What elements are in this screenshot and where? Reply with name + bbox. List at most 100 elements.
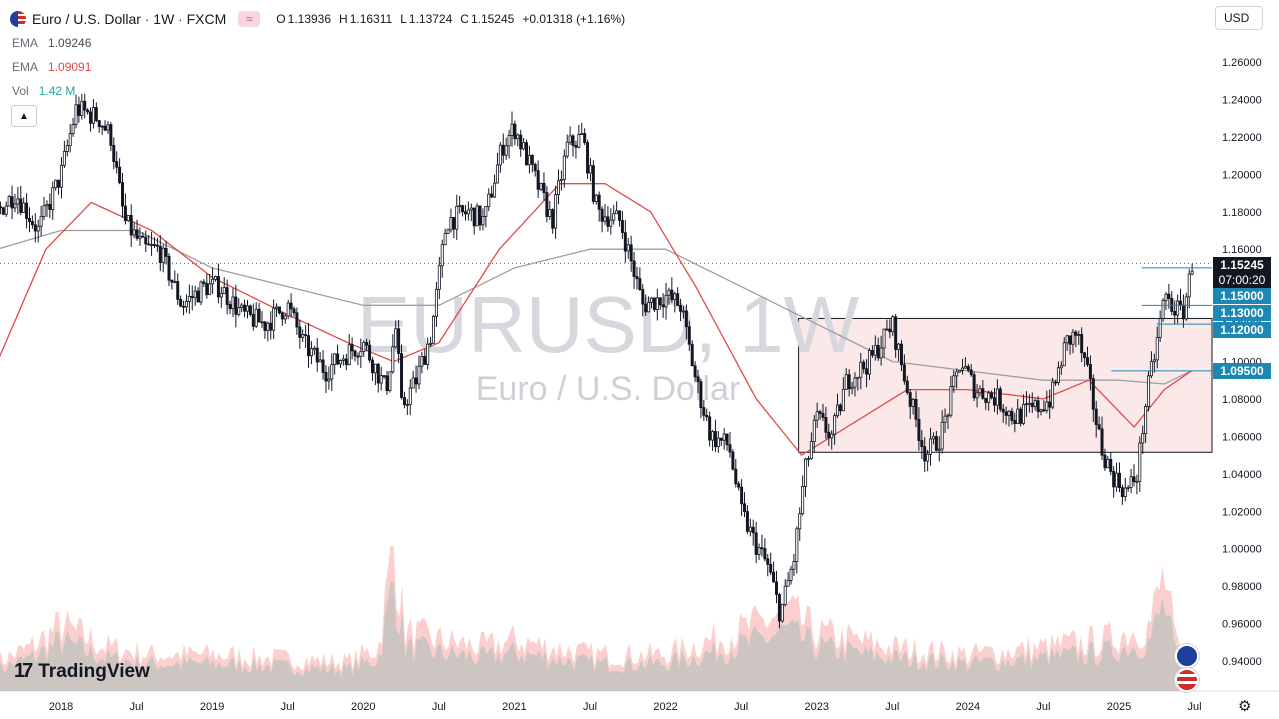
candle-body — [138, 235, 142, 239]
candle-body — [245, 305, 249, 312]
candle-body — [1187, 273, 1191, 298]
candle-body — [219, 293, 223, 298]
candle-body — [100, 125, 104, 128]
candle-body — [405, 404, 409, 406]
candle-body — [568, 135, 572, 143]
candle-body — [22, 202, 26, 213]
eu-flag-icon[interactable] — [1175, 644, 1199, 668]
candle-body — [972, 374, 976, 399]
settings-gear-icon[interactable]: ⚙ — [1238, 698, 1252, 715]
candle-body — [62, 151, 66, 166]
candle-body — [1022, 403, 1026, 424]
eurusd-flag-icon — [10, 11, 26, 27]
candle-body — [815, 411, 819, 421]
candle-body — [897, 343, 901, 350]
y-tick-label: 1.18000 — [1222, 207, 1262, 219]
candle-body — [1149, 361, 1153, 377]
candle-body — [402, 397, 406, 406]
candle-body — [1103, 454, 1107, 469]
candle-body — [760, 547, 764, 550]
candle-body — [650, 297, 654, 303]
candle-body — [455, 205, 459, 230]
candle-body — [103, 125, 107, 131]
candle-body — [777, 594, 781, 622]
exchange-label: FXCM — [186, 11, 227, 27]
candle-body — [574, 145, 578, 148]
candle-body — [830, 433, 834, 439]
candle-body — [109, 124, 113, 146]
candle-body — [548, 209, 552, 217]
candle-body — [745, 511, 749, 532]
candle-body — [417, 365, 421, 385]
candle-body — [1045, 401, 1049, 411]
candle-body — [580, 133, 584, 135]
candle-body — [260, 321, 264, 324]
candle-body — [65, 145, 69, 152]
candle-body — [801, 486, 805, 515]
compare-wave-icon[interactable]: ≈ — [238, 11, 261, 27]
candle-body — [254, 308, 258, 327]
y-tick-label: 1.08000 — [1222, 394, 1262, 406]
candle-body — [644, 303, 648, 313]
candle-body — [952, 375, 956, 387]
candle-body — [1115, 472, 1119, 488]
candle-body — [83, 100, 87, 111]
candle-body — [667, 289, 671, 296]
candle-body — [423, 356, 427, 365]
candle-body — [702, 407, 706, 416]
candle-body — [1083, 352, 1087, 359]
candle-body — [809, 441, 813, 459]
indicator-ema-2[interactable]: EMA 1.09091 — [12, 60, 92, 74]
currency-button[interactable]: USD — [1215, 6, 1263, 30]
candle-body — [199, 281, 203, 303]
indicator-volume[interactable]: Vol 1.42 M — [12, 84, 76, 98]
candle-body — [144, 236, 148, 245]
candle-body — [152, 244, 156, 246]
candle-body — [54, 179, 58, 189]
candle-body — [1030, 402, 1034, 408]
candle-body — [1062, 342, 1066, 367]
candle-body — [963, 366, 967, 369]
candle-body — [946, 414, 950, 417]
candle-body — [307, 335, 311, 357]
x-tick-label: 2024 — [956, 701, 980, 713]
candle-body — [19, 198, 23, 213]
candle-body — [992, 397, 996, 406]
candle-body — [234, 296, 238, 315]
timeframe-label[interactable]: 1W — [153, 11, 175, 27]
candle-body — [469, 207, 473, 211]
candle-body — [920, 440, 924, 448]
candle-body — [461, 205, 465, 213]
candle-body — [1056, 367, 1060, 383]
candle-body — [275, 306, 279, 309]
symbol-title[interactable]: Euro / U.S. Dollar — [32, 11, 141, 27]
candle-body — [513, 123, 517, 140]
candle-body — [987, 392, 991, 403]
candle-body — [684, 310, 688, 328]
candle-body — [885, 328, 889, 331]
candle-body — [902, 364, 906, 382]
candle-body — [86, 109, 90, 113]
candle-body — [1068, 335, 1072, 345]
candle-body — [51, 187, 55, 210]
collapse-indicators-button[interactable]: ▲ — [11, 105, 37, 127]
us-flag-icon[interactable] — [1175, 668, 1199, 692]
candle-body — [551, 209, 555, 229]
candle-body — [961, 367, 965, 371]
candle-body — [490, 193, 494, 198]
symbol-header: Euro / U.S. Dollar · 1W · FXCM ≈ O 1.1393… — [10, 9, 625, 29]
candle-body — [943, 415, 947, 423]
candle-body — [414, 377, 418, 385]
high-value: 1.16311 — [349, 12, 393, 26]
candle-body — [420, 356, 424, 367]
candle-body — [429, 342, 433, 345]
candle-body — [600, 208, 604, 222]
candle-body — [333, 353, 337, 366]
y-tick-label: 1.02000 — [1222, 506, 1262, 518]
indicator-ema-1[interactable]: EMA 1.09246 — [12, 36, 92, 50]
tradingview-logo[interactable]: 17 TradingView — [14, 660, 150, 683]
candle-body — [196, 290, 200, 303]
candle-body — [530, 154, 534, 165]
candle-body — [554, 194, 558, 229]
